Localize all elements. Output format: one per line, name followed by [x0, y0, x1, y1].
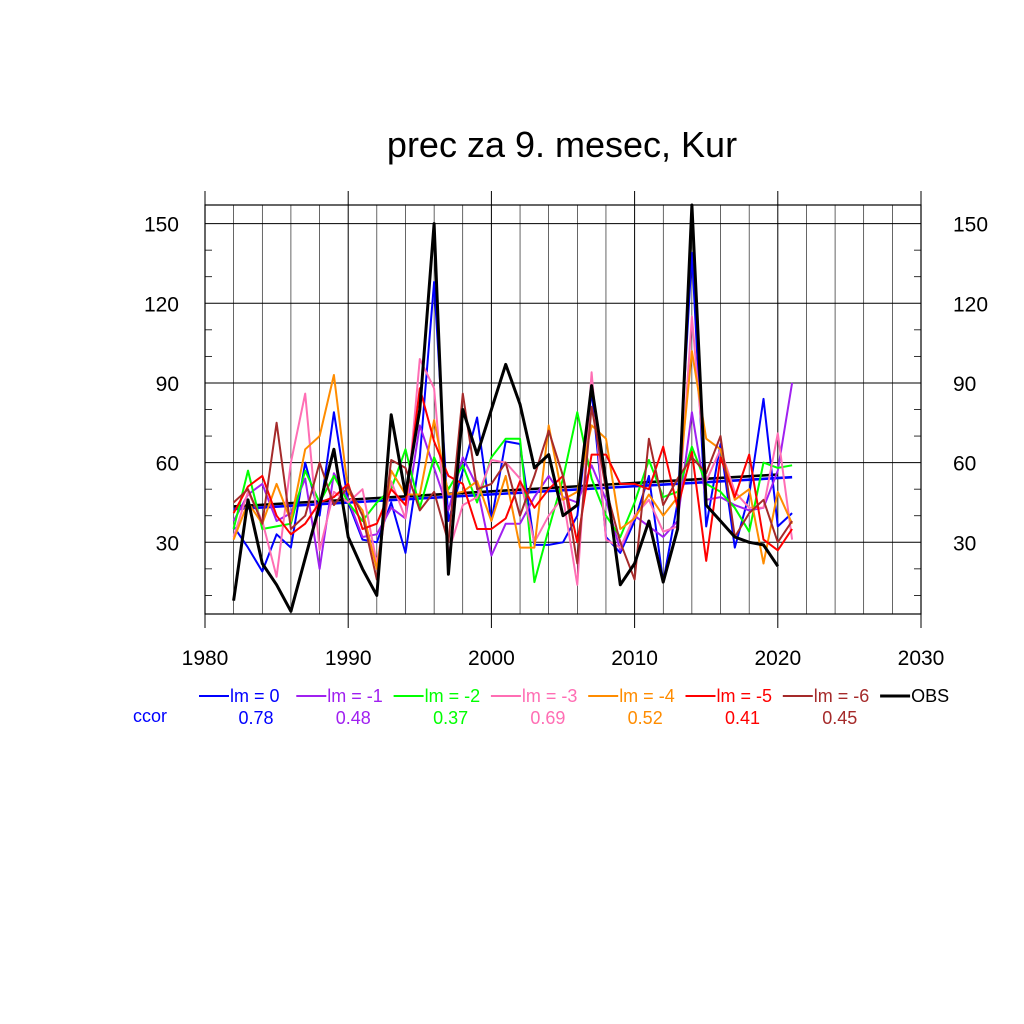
y-tick-label-left: 60	[156, 453, 179, 476]
series-line-4	[232, 350, 794, 570]
series-line-7	[232, 203, 780, 613]
data-series	[232, 203, 794, 613]
legend-ccor-label: ccor	[133, 706, 167, 726]
x-tick-label: 1980	[182, 647, 229, 670]
x-tick-label: 2020	[754, 647, 801, 670]
legend-ccor-6: 0.45	[822, 708, 857, 728]
legend-ccor-2: 0.37	[433, 708, 468, 728]
legend-ccor-0: 0.78	[238, 708, 273, 728]
x-tick-label: 1990	[325, 647, 372, 670]
y-tick-label-left: 150	[144, 214, 179, 237]
legend-ccor-5: 0.41	[725, 708, 760, 728]
y-tick-label-right: 90	[953, 373, 976, 396]
x-tick-label: 2000	[468, 647, 515, 670]
legend-ccor-1: 0.48	[336, 708, 371, 728]
y-tick-label-left: 90	[156, 373, 179, 396]
y-tick-label-right: 60	[953, 453, 976, 476]
chart-title: prec za 9. mesec, Kur	[387, 124, 737, 165]
series-line-6	[232, 392, 793, 581]
series-line-5	[232, 387, 793, 562]
x-tick-label: 2010	[611, 647, 658, 670]
legend-label-4: lm = -4	[619, 686, 675, 706]
legend-label-5: lm = -5	[717, 686, 773, 706]
legend-label-7: OBS	[911, 686, 949, 706]
legend-label-2: lm = -2	[425, 686, 481, 706]
axis-ticks: 30 30 60 60 90 90 120 120 150 150 1980 1990 2000 2010…	[144, 214, 988, 670]
x-tick-label: 2030	[898, 647, 945, 670]
y-tick-label-left: 30	[156, 532, 179, 555]
legend-ccor-3: 0.69	[530, 708, 565, 728]
legend-label-6: lm = -6	[814, 686, 870, 706]
y-tick-label-right: 120	[953, 293, 988, 316]
legend-ccor-4: 0.52	[628, 708, 663, 728]
legend-label-3: lm = -3	[522, 686, 578, 706]
legend-label-0: lm = 0	[230, 686, 280, 706]
y-tick-label-right: 150	[953, 214, 988, 237]
legend: ccor lm = 00.78 lm = -10.48 lm = -20.37 lm =…	[133, 686, 949, 728]
trend-line-0	[233, 475, 793, 511]
y-tick-label-right: 30	[953, 532, 976, 555]
legend-label-1: lm = -1	[327, 686, 383, 706]
y-tick-label-left: 120	[144, 293, 179, 316]
